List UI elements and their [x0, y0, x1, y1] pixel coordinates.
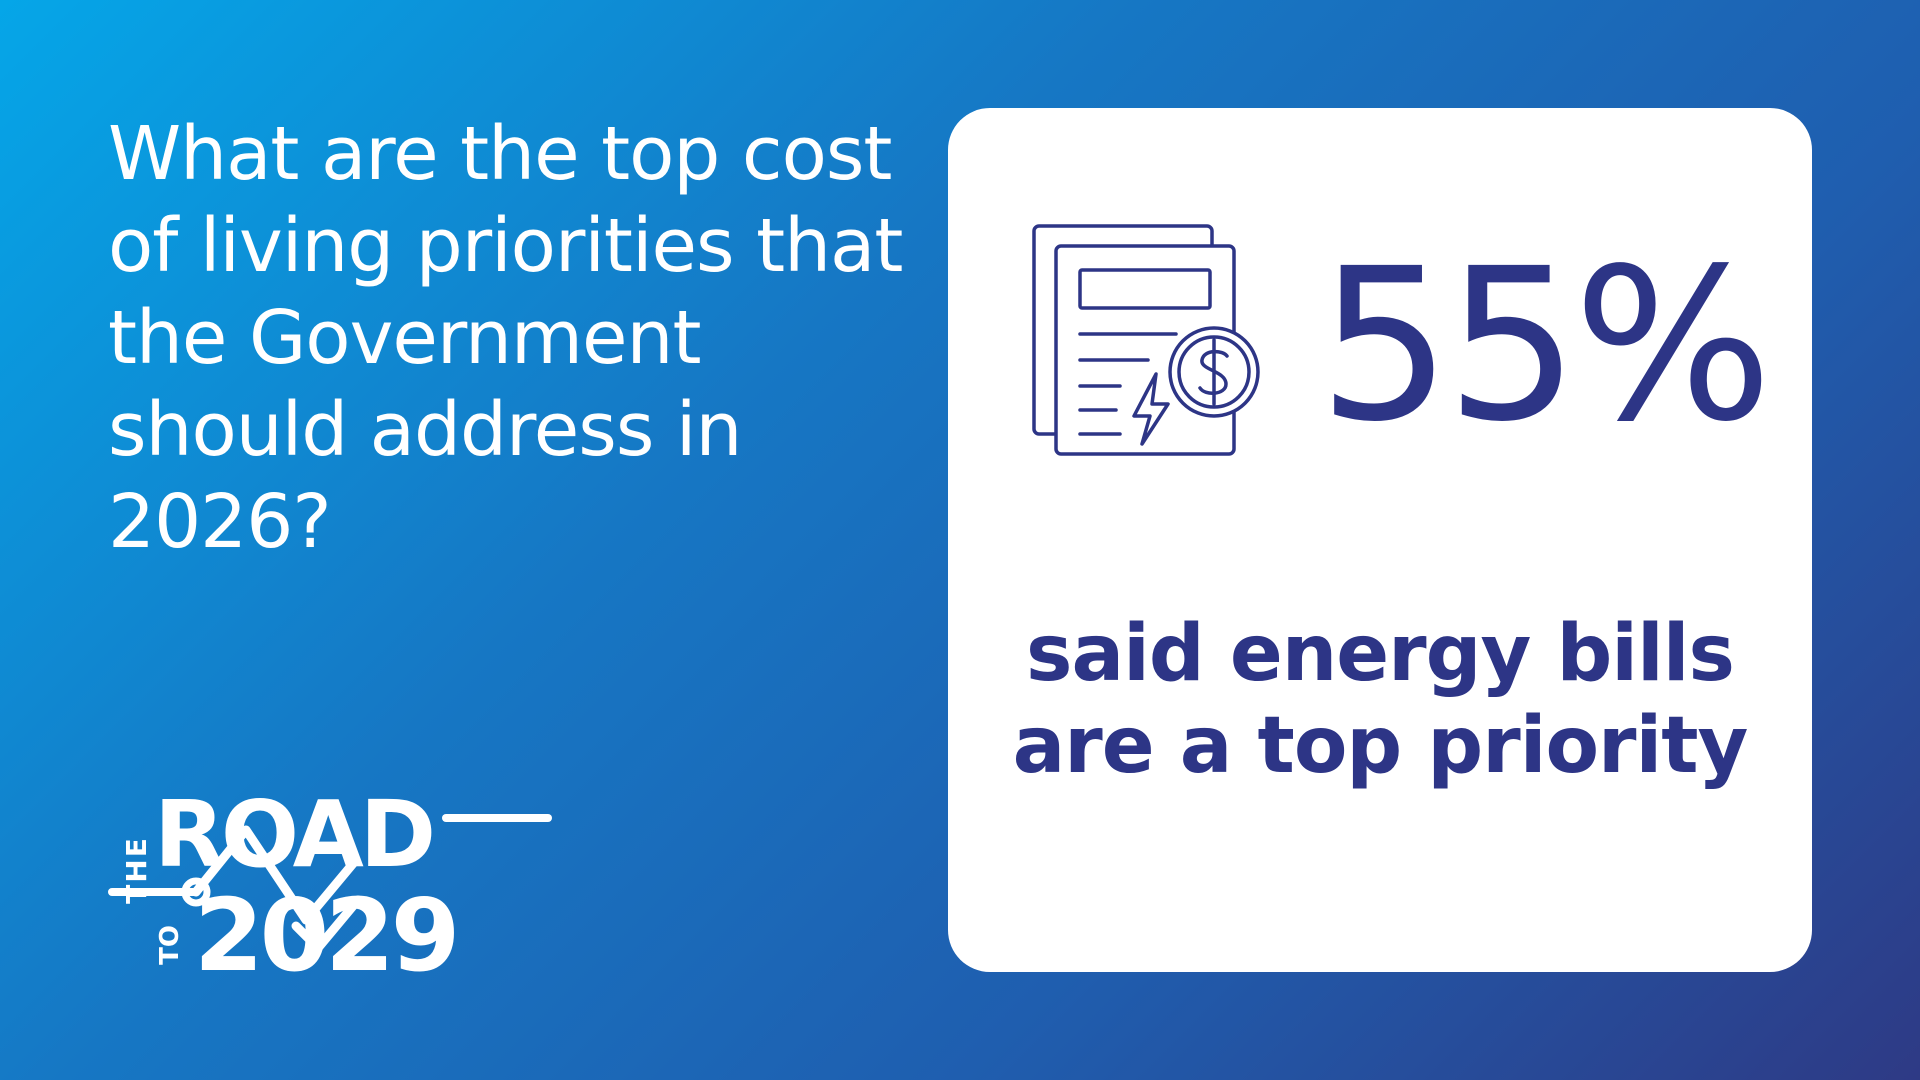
stat-percentage: 55%: [1318, 223, 1773, 468]
logo-road-path: [191, 825, 361, 925]
logo-to-text: TO: [155, 925, 185, 965]
stat-card: 55% said energy bills are a top priority: [948, 108, 1812, 972]
logo-check-icon: [291, 895, 363, 953]
survey-question: What are the top cost of living prioriti…: [108, 111, 903, 565]
logo-road-node: [181, 877, 211, 907]
road-to-2029-logo: THE ROAD TO 2029: [106, 770, 566, 980]
logo-road-text: ROAD: [154, 781, 432, 888]
stat-caption: said energy bills are a top priority: [1012, 609, 1749, 791]
energy-bill-icon: [1030, 216, 1270, 456]
logo-year-text: 2029: [194, 877, 456, 980]
